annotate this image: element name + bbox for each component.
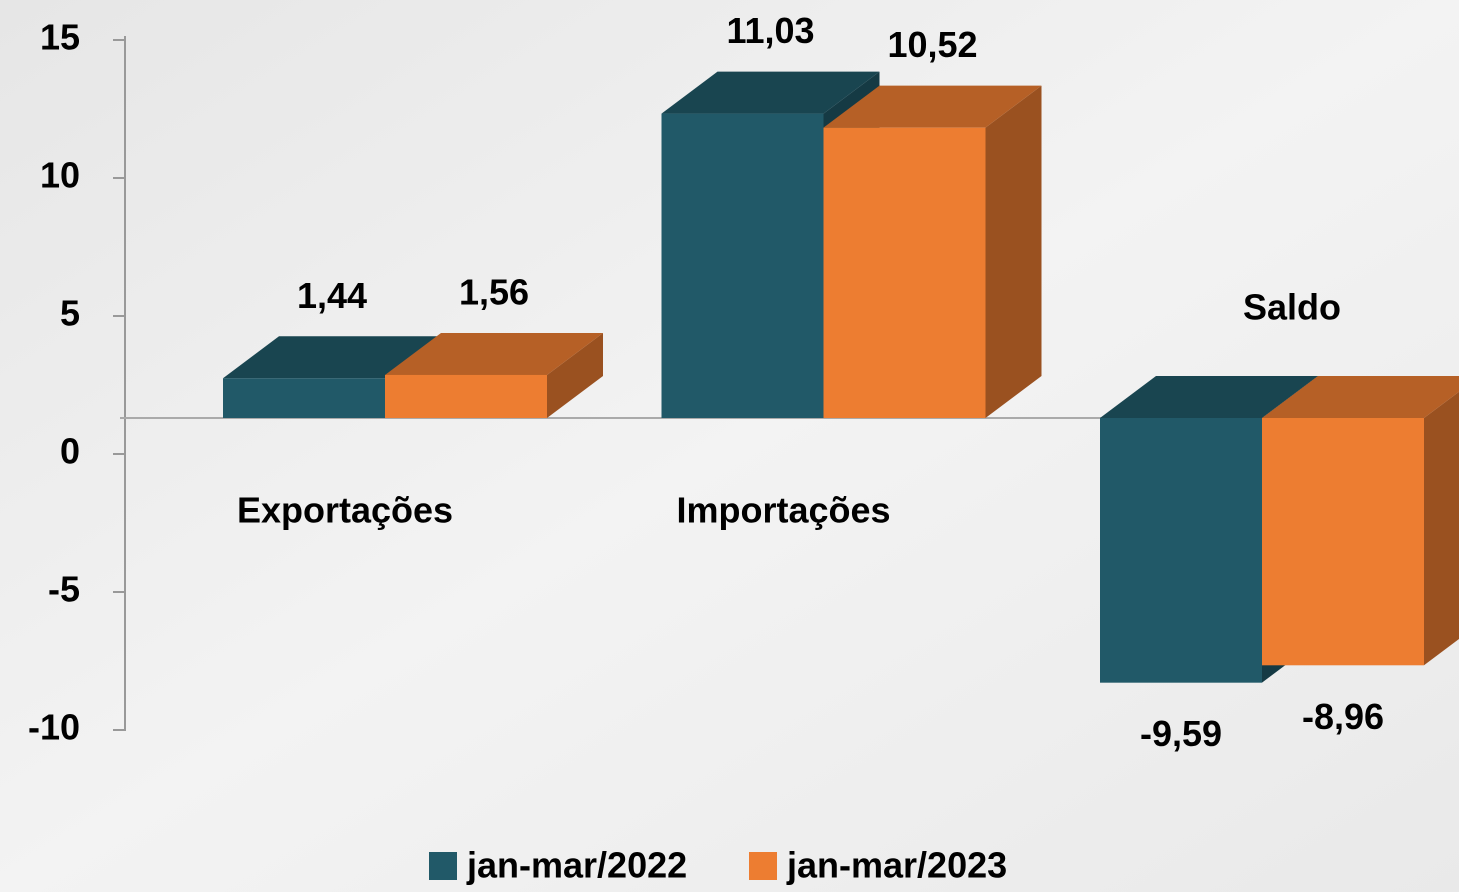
legend-label: jan-mar/2022 [466,845,687,886]
y-tick-label: -5 [48,569,80,610]
bar [1100,418,1262,683]
legend-swatch [749,852,777,880]
data-label: 11,03 [726,10,814,51]
bar [823,127,986,418]
data-label: -8,96 [1302,696,1384,737]
category-label: Importações [676,490,890,531]
y-tick-label: 5 [60,293,80,334]
y-tick-label: 15 [40,17,80,58]
category-label: Saldo [1243,287,1341,328]
y-tick-label: 0 [60,431,80,472]
bar-top [385,332,603,375]
data-label: -9,59 [1140,713,1222,754]
bar-side [1424,391,1459,666]
bar-top [823,85,1042,128]
y-tick-label: -10 [28,707,80,748]
bar [223,378,385,418]
data-label: 10,52 [887,24,977,65]
bar-side [547,332,603,418]
bar-top [661,71,880,114]
category-label: Exportações [237,490,453,531]
legend-label: jan-mar/2023 [786,845,1007,886]
data-label: 1,56 [459,271,529,312]
bar [385,374,547,418]
bar-top [1262,376,1459,418]
bar [661,113,824,419]
bar-top [223,336,441,379]
data-label: 1,44 [297,275,367,316]
bar-top [1100,376,1318,418]
legend-swatch [429,852,457,880]
y-tick-label: 10 [40,155,80,196]
bar [1262,418,1424,666]
bar-side [985,85,1042,418]
